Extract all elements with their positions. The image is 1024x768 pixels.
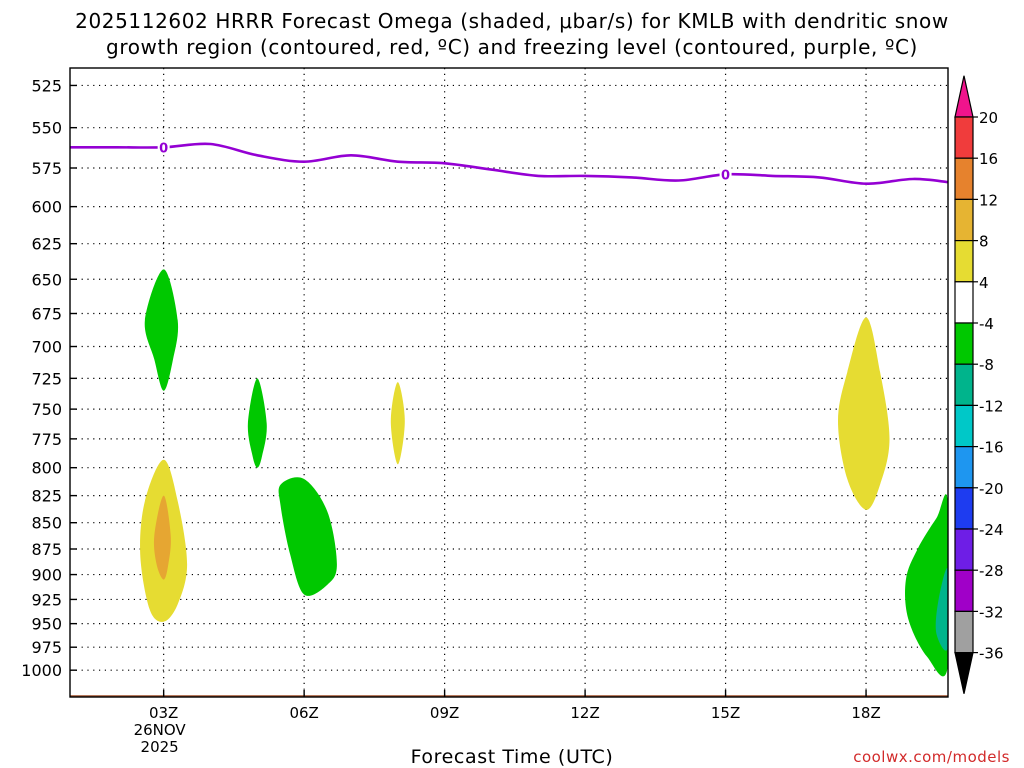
colorbar-label: -8 bbox=[979, 356, 994, 374]
colorbar-swatch bbox=[954, 116, 974, 159]
y-tick-label: 950 bbox=[31, 615, 62, 634]
y-tick-label: 850 bbox=[31, 514, 62, 533]
colorbar-swatch bbox=[954, 240, 974, 283]
x-tick-label: 15Z bbox=[711, 704, 740, 722]
omega-region bbox=[153, 495, 171, 580]
y-tick-label: 750 bbox=[31, 400, 62, 419]
y-tick-label: 625 bbox=[31, 235, 62, 254]
chart-title-line2: growth region (contoured, red, ºC) and f… bbox=[106, 35, 918, 59]
freezing-level-label: 0 bbox=[159, 141, 168, 156]
x-tick-label: 12Z bbox=[570, 704, 599, 722]
colorbar-label: -16 bbox=[979, 439, 1004, 457]
omega-shading bbox=[70, 68, 948, 697]
y-tick-label: 700 bbox=[31, 338, 62, 357]
y-tick-label: 775 bbox=[31, 430, 62, 449]
x-tick-label: 18Z bbox=[851, 704, 880, 722]
colorbar-swatch bbox=[954, 446, 974, 489]
omega-region bbox=[838, 317, 890, 510]
colorbar-swatch bbox=[954, 569, 974, 613]
colorbar-label: 16 bbox=[979, 150, 998, 168]
omega-region bbox=[247, 378, 267, 468]
y-tick-label: 825 bbox=[31, 487, 62, 506]
chart-title-line1: 2025112602 HRRR Forecast Omega (shaded, … bbox=[75, 9, 949, 33]
y-tick-label: 975 bbox=[31, 638, 62, 657]
omega-region bbox=[278, 477, 337, 596]
y-tick-label: 575 bbox=[31, 159, 62, 178]
y-tick-label: 900 bbox=[31, 566, 62, 585]
y-tick-label: 725 bbox=[31, 369, 62, 388]
x-axis-title: Forecast Time (UTC) bbox=[410, 746, 614, 768]
freezing-level-label: 0 bbox=[721, 168, 730, 183]
colorbar-swatch bbox=[954, 322, 974, 365]
x-tick-date: 26NOV bbox=[134, 721, 187, 739]
y-tick-label: 675 bbox=[31, 305, 62, 324]
omega-region bbox=[809, 68, 822, 91]
y-axis: 525 550 575 600 625 650 675 700 725 750 775 800 825 8… bbox=[21, 76, 77, 680]
colorbar-label: 4 bbox=[979, 274, 989, 292]
colorbar-swatch bbox=[954, 404, 974, 448]
x-tick-label: 06Z bbox=[289, 704, 318, 722]
y-tick-label: 650 bbox=[31, 270, 62, 289]
colorbar-swatch bbox=[954, 281, 974, 324]
y-tick-label: 525 bbox=[31, 76, 62, 95]
y-tick-label: 600 bbox=[31, 198, 62, 217]
colorbar-swatch bbox=[954, 363, 974, 407]
y-tick-label: 875 bbox=[31, 540, 62, 559]
freezing-level-label-bg bbox=[719, 166, 732, 183]
omega-region bbox=[935, 568, 948, 651]
colorbar-cap-top bbox=[954, 75, 974, 118]
colorbar-label: 8 bbox=[979, 233, 989, 251]
y-tick-label: 800 bbox=[31, 459, 62, 478]
terrain-surface bbox=[70, 695, 948, 697]
colorbar-label: -24 bbox=[979, 521, 1004, 539]
freezing-level-line bbox=[70, 142, 948, 186]
colorbar-label: -20 bbox=[979, 480, 1004, 498]
colorbar-label: 20 bbox=[979, 109, 998, 127]
x-tick-label: 03Z bbox=[149, 704, 178, 722]
freezing-level-label-bg bbox=[157, 139, 170, 156]
chart-title: 2025112602 HRRR Forecast Omega (shaded, … bbox=[0, 8, 1024, 60]
colorbar-swatch bbox=[954, 528, 974, 571]
x-tick-year: 2025 bbox=[141, 738, 179, 756]
y-tick-label: 550 bbox=[31, 119, 62, 138]
omega-region bbox=[144, 269, 179, 391]
colorbar-swatch bbox=[954, 487, 974, 530]
colorbar-label: 12 bbox=[979, 191, 998, 209]
omega-region bbox=[390, 382, 405, 465]
colorbar-label: -32 bbox=[979, 603, 1004, 621]
colorbar: 20 16 12 8 4 -4 -8 -12 -16 -20 -24 -28 -32 -36 bbox=[954, 75, 1004, 694]
colorbar-swatch bbox=[954, 157, 974, 200]
y-tick-label: 925 bbox=[31, 590, 62, 609]
colorbar-cap-bottom bbox=[954, 652, 974, 694]
y-tick-label: 1000 bbox=[21, 661, 62, 680]
x-tick-label: 09Z bbox=[430, 704, 459, 722]
colorbar-label: -4 bbox=[979, 315, 994, 333]
colorbar-swatch bbox=[954, 198, 974, 242]
plot-frame bbox=[69, 67, 949, 698]
colorbar-label: -36 bbox=[979, 645, 1004, 663]
grid-lines bbox=[70, 68, 948, 697]
colorbar-label: -12 bbox=[979, 397, 1004, 415]
credit-link[interactable]: coolwx.com/models bbox=[853, 748, 1010, 766]
omega-region bbox=[247, 68, 260, 96]
colorbar-swatch bbox=[954, 610, 974, 654]
colorbar-label: -28 bbox=[979, 562, 1004, 580]
